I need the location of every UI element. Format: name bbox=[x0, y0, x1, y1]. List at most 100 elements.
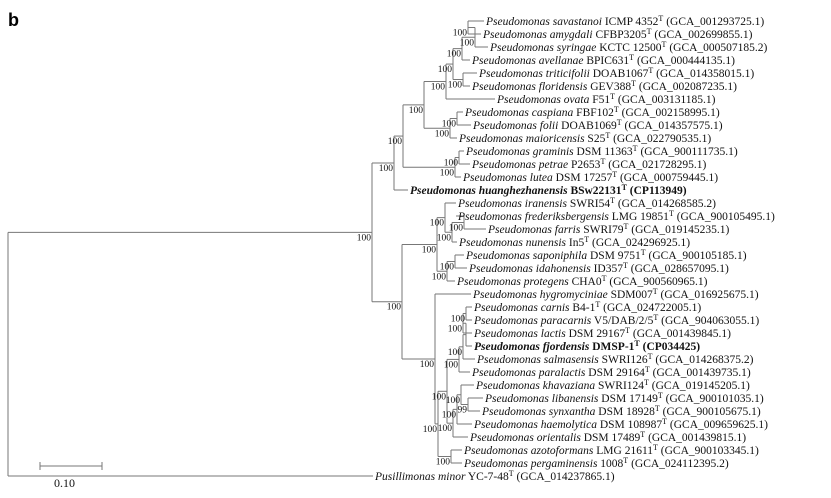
taxon-genus: Pseudomonas bbox=[469, 432, 534, 444]
bootstrap-value: 99 bbox=[458, 406, 468, 416]
taxon-accession: (GCA_024296925.1) bbox=[592, 237, 690, 249]
taxon-epithet: ovata bbox=[564, 94, 590, 106]
type-strain-mark: T bbox=[631, 79, 636, 88]
taxon-genus: Pseudomonas bbox=[463, 458, 528, 470]
taxon-accession: (GCA_001439815.1) bbox=[648, 432, 746, 444]
type-strain-mark: T bbox=[595, 300, 600, 309]
taxon-label-lutea: Pseudomonas lutea DSM 17257T​ (GCA_00075… bbox=[462, 170, 718, 184]
type-strain-mark: T bbox=[658, 14, 663, 23]
taxon-accession: (GCA_001439735.1) bbox=[653, 367, 751, 379]
taxon-epithet: fjordensis bbox=[543, 341, 590, 353]
taxon-label-floridensis: Pseudomonas floridensis GEV388T​ (GCA_00… bbox=[471, 79, 737, 93]
taxon-genus: Pseudomonas bbox=[485, 16, 550, 28]
bootstrap-value: 100 bbox=[451, 315, 466, 325]
taxon-genus: Pseudomonas bbox=[471, 367, 536, 379]
taxon-genus: Pseudomonas bbox=[462, 172, 527, 184]
taxon-accession: (GCA_019145205.1) bbox=[652, 380, 750, 392]
taxon-accession: (GCA_022790535.1) bbox=[613, 133, 711, 145]
taxon-label-hygromyciniae: Pseudomonas hygromyciniae SDM007T​ (GCA_… bbox=[472, 287, 759, 301]
taxon-accession: (GCA_009659625.1) bbox=[670, 419, 768, 431]
bootstrap-value: 100 bbox=[430, 219, 445, 229]
taxon-label-saponiphila: Pseudomonas saponiphila DSM 9751T​ (GCA_… bbox=[465, 248, 747, 262]
bootstrap-value: 100 bbox=[388, 137, 403, 147]
taxon-epithet: saponiphila bbox=[533, 250, 588, 262]
taxon-epithet: graminis bbox=[533, 146, 574, 158]
taxon-accession: (GCA_900560965.1) bbox=[609, 276, 707, 288]
bootstrap-value: 100 bbox=[453, 29, 468, 39]
taxon-accession: (GCA_900105675.1) bbox=[663, 406, 761, 418]
taxon-genus: Pseudomonas bbox=[456, 276, 521, 288]
taxon-strain: SDM007 bbox=[611, 289, 653, 301]
bootstrap-value: 100 bbox=[444, 360, 459, 370]
taxon-label-fjordensis: Pseudomonas fjordensis DMSP-1T​ (CP03442… bbox=[474, 339, 700, 353]
panel-label: b bbox=[8, 10, 19, 30]
taxon-epithet: syringae bbox=[557, 42, 597, 54]
taxon-strain: KCTC 12500 bbox=[599, 42, 662, 54]
bootstrap-value: 100 bbox=[379, 164, 394, 174]
taxon-epithet: caspiana bbox=[532, 107, 574, 119]
taxon-strain: DSM 29164 bbox=[588, 367, 645, 379]
taxon-label-synxantha: Pseudomonas synxantha DSM 18928T​ (GCA_9… bbox=[481, 404, 761, 418]
taxon-epithet: paralactis bbox=[538, 367, 586, 379]
bootstrap-value: 100 bbox=[423, 425, 438, 435]
bootstrap-value: 100 bbox=[448, 348, 463, 358]
taxon-strain: ICMP 4352 bbox=[605, 16, 659, 28]
bootstrap-value: 100 bbox=[435, 129, 450, 139]
taxon-strain: SWRI126 bbox=[602, 354, 648, 366]
taxon-label-haemolytica: Pseudomonas haemolytica DSM 108987T​ (GC… bbox=[473, 417, 768, 431]
taxon-genus: Pseudomonas bbox=[473, 419, 538, 431]
taxon-accession: (GCA_021728295.1) bbox=[608, 159, 706, 171]
taxon-strain: CHA0 bbox=[572, 276, 602, 288]
type-strain-mark: T bbox=[610, 92, 615, 101]
taxon-label-folii: Pseudomonas folii DOAB1069T​ (GCA_014357… bbox=[472, 118, 723, 132]
type-strain-mark: T bbox=[622, 183, 628, 192]
taxon-epithet: huanghezhanensis bbox=[479, 185, 568, 197]
taxon-accession: (GCA_014268585.2) bbox=[618, 198, 716, 210]
taxon-strain: V5/DAB/2/5 bbox=[594, 315, 654, 327]
taxon-genus: Pseudomonas bbox=[476, 354, 541, 366]
type-strain-mark: T bbox=[625, 326, 630, 335]
taxon-accession: (GCA_019145235.1) bbox=[631, 224, 729, 236]
type-strain-mark: T bbox=[662, 417, 667, 426]
taxon-strain: BPIC631 bbox=[586, 55, 629, 67]
taxon-accession: (GCA_002087235.1) bbox=[639, 81, 737, 93]
taxon-epithet: amygdali bbox=[550, 29, 593, 41]
taxon-strain: 1008 bbox=[600, 458, 623, 470]
taxon-genus: Pseudomonas bbox=[474, 341, 540, 353]
taxon-strain: BSw22131 bbox=[570, 185, 621, 197]
bootstrap-value: 100 bbox=[422, 245, 437, 255]
taxon-accession: (GCA_001293725.1) bbox=[666, 16, 764, 28]
bootstrap-value: 100 bbox=[420, 360, 435, 370]
type-strain-mark: T bbox=[614, 105, 619, 114]
taxon-genus: Pseudomonas bbox=[458, 133, 523, 145]
type-strain-mark: T bbox=[623, 222, 628, 231]
taxon-epithet: minor bbox=[438, 471, 466, 483]
scale-bar: 0.10 bbox=[39, 462, 103, 490]
bootstrap-value: 100 bbox=[442, 410, 457, 420]
taxon-genus: Pseudomonas bbox=[472, 120, 537, 132]
type-strain-mark: T bbox=[648, 66, 653, 75]
taxon-strain: DSM 9751 bbox=[590, 250, 641, 262]
bootstrap-value: 100 bbox=[448, 81, 463, 91]
taxon-label-huanghezhanensis: Pseudomonas huanghezhanensis BSw22131T​ … bbox=[410, 183, 687, 197]
taxon-epithet: farris bbox=[555, 224, 581, 236]
taxon-strain: DSM 29167 bbox=[569, 328, 626, 340]
taxon-labels: Pseudomonas savastanoi ICMP 4352T​ (GCA_… bbox=[374, 14, 775, 483]
taxon-label-azotoformans: Pseudomonas azotoformans LMG 21611T​ (GC… bbox=[463, 443, 759, 457]
taxon-genus: Pusillimonas bbox=[374, 471, 436, 483]
taxon-label-amygdali: Pseudomonas amygdali CFBP3205T​ (GCA_002… bbox=[482, 27, 753, 41]
taxon-accession: (GCA_002158995.1) bbox=[622, 107, 720, 119]
type-strain-mark: T bbox=[648, 352, 653, 361]
type-strain-mark: T bbox=[600, 157, 605, 166]
bootstrap-value: 100 bbox=[432, 272, 447, 282]
taxon-accession: (GCA_002699855.1) bbox=[654, 29, 752, 41]
type-strain-mark: T bbox=[653, 287, 658, 296]
taxon-epithet: hygromyciniae bbox=[540, 289, 608, 301]
taxon-strain: DOAB1067 bbox=[593, 68, 649, 80]
taxon-epithet: pergaminensis bbox=[530, 458, 598, 470]
taxon-strain: DSM 18928 bbox=[598, 406, 655, 418]
taxon-genus: Pseudomonas bbox=[465, 146, 530, 158]
taxon-genus: Pseudomonas bbox=[478, 68, 543, 80]
bootstrap-value: 100 bbox=[447, 50, 462, 60]
bootstrap-values: 100 100 100 100 100 100 100 100 100 100 100 100 100 1… bbox=[357, 29, 475, 468]
